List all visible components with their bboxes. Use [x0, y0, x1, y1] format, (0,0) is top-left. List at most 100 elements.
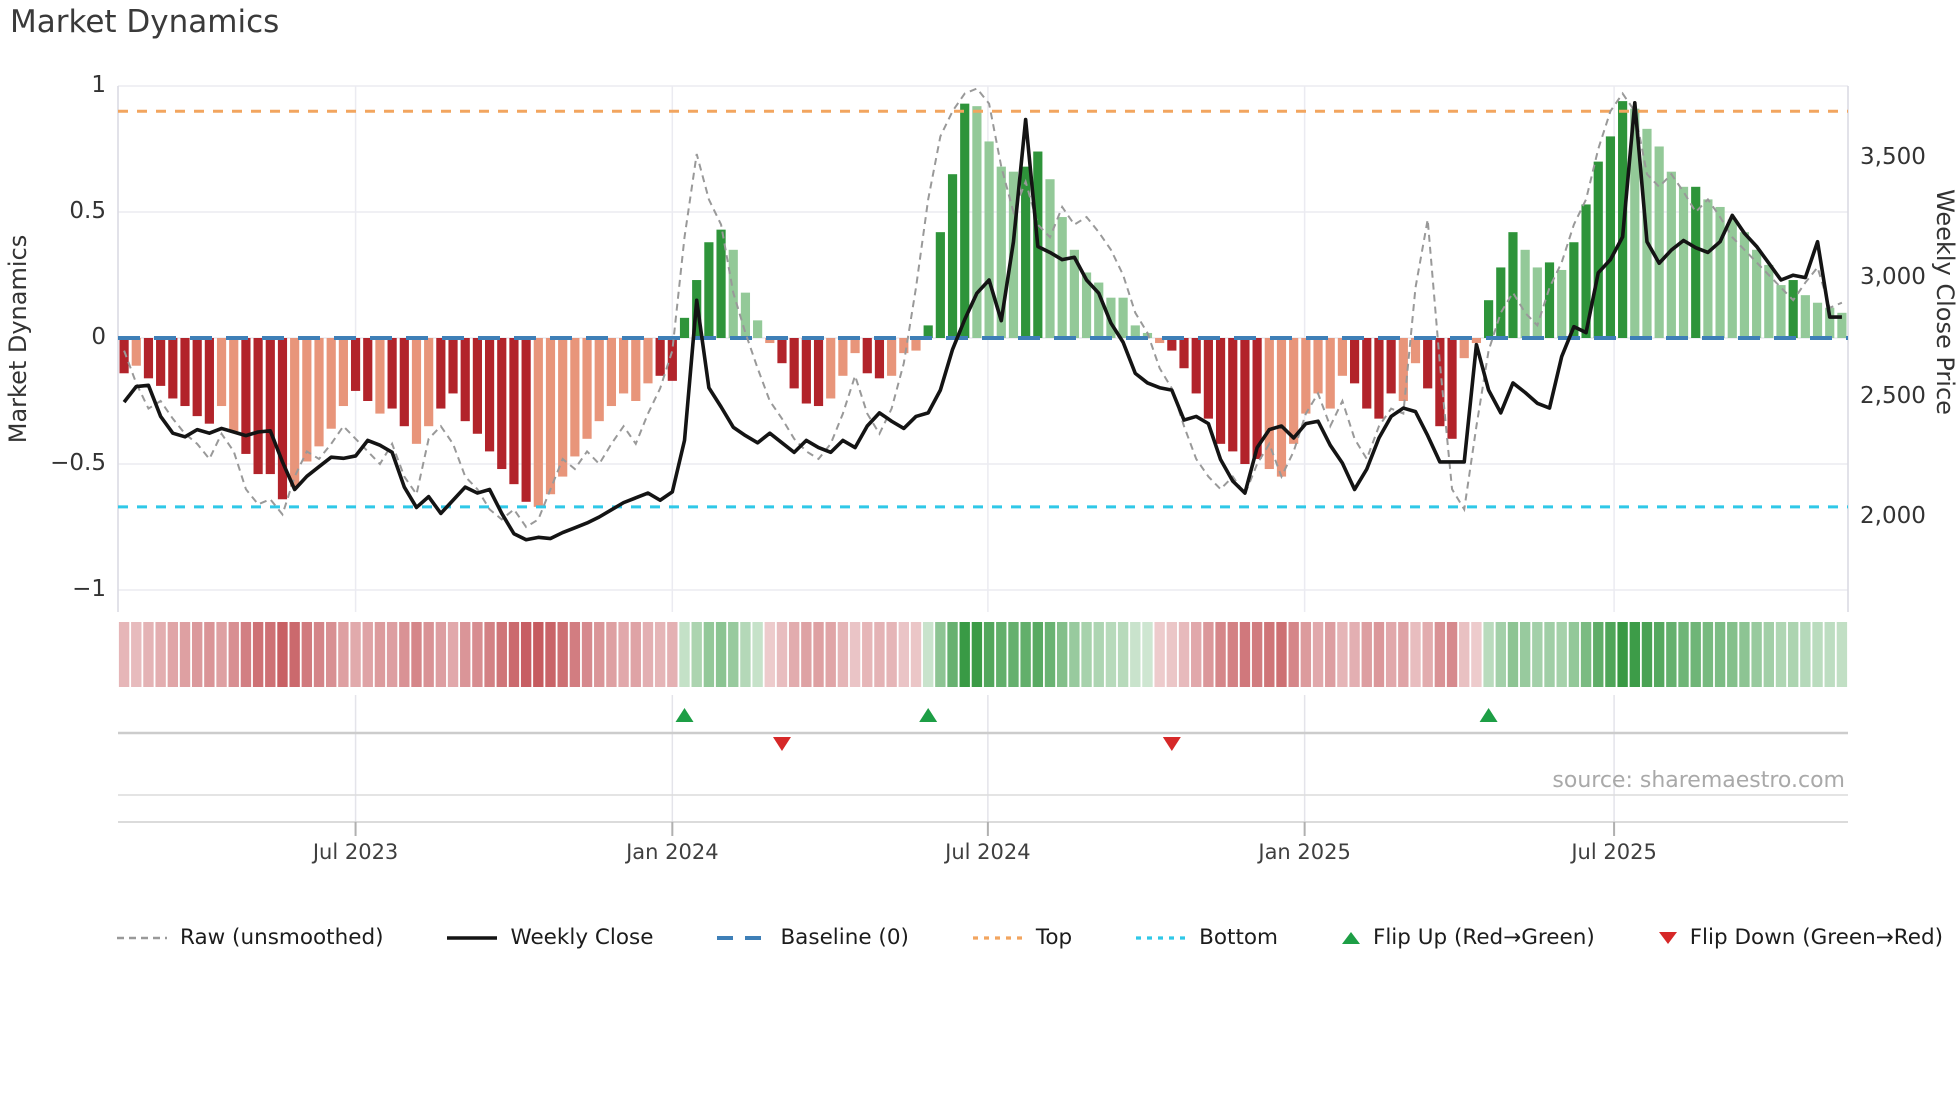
oscillator-bar: [533, 338, 543, 507]
oscillator-bar: [1752, 249, 1762, 338]
legend-item: Bottom: [1134, 925, 1278, 950]
heatmap-cell: [691, 622, 702, 687]
oscillator-bar: [1191, 338, 1201, 394]
oscillator-bar: [1398, 338, 1408, 401]
oscillator-bar: [1508, 232, 1518, 338]
oscillator-bar: [1788, 280, 1798, 338]
oscillator-bar: [1118, 297, 1128, 338]
heatmap-cell: [1385, 622, 1397, 687]
oscillator-bar: [1155, 338, 1165, 344]
oscillator-bar: [862, 338, 872, 374]
heatmap-cell: [618, 622, 629, 687]
oscillator-bar: [740, 292, 751, 338]
heatmap-cell: [179, 622, 191, 687]
line-swatch-icon: [972, 935, 1023, 940]
heatmap-cell: [1824, 622, 1835, 687]
heatmap-cell: [1056, 622, 1068, 687]
oscillator-bar: [497, 338, 507, 470]
page-title: Market Dynamics: [10, 4, 280, 40]
heatmap-cell: [910, 622, 922, 687]
oscillator-bar: [631, 338, 641, 401]
oscillator-bar: [899, 338, 909, 354]
heatmap-cell: [1775, 622, 1787, 687]
heatmap-cell: [715, 622, 727, 687]
flip-up-triangle-icon: [1341, 931, 1360, 944]
heatmap-cell: [191, 622, 203, 687]
heatmap-cell: [484, 622, 495, 687]
oscillator-bar: [1825, 307, 1835, 338]
heatmap-cell: [557, 622, 568, 687]
x-tick-label: Jul 2025: [1571, 840, 1657, 864]
line-swatch-icon: [1136, 935, 1187, 940]
heatmap-cell: [1191, 622, 1202, 687]
oscillator-bar: [1800, 295, 1810, 338]
oscillator-bar: [460, 338, 470, 422]
heatmap-cell: [788, 622, 800, 687]
heatmap-cell: [1069, 622, 1080, 687]
heatmap-cell: [971, 622, 983, 687]
oscillator-bar: [984, 141, 994, 338]
legend-item: Flip Up (Red→Green): [1340, 925, 1595, 950]
heatmap-cell: [947, 622, 958, 687]
heatmap-cell: [155, 622, 166, 687]
heatmap-cell: [1008, 622, 1019, 687]
heatmap-cell: [1227, 622, 1238, 687]
heatmap-cell: [1653, 622, 1665, 687]
heatmap-cell: [1690, 622, 1701, 687]
heatmap-cell: [764, 622, 775, 687]
oscillator-bar: [472, 338, 482, 434]
oscillator-bar: [1337, 338, 1347, 376]
heatmap-cell: [216, 622, 227, 687]
heatmap-cell: [1422, 622, 1433, 687]
heatmap-cell: [983, 622, 995, 687]
heatmap-cell: [1105, 622, 1117, 687]
x-tick-label: Jul 2024: [945, 840, 1031, 864]
oscillator-bar: [619, 338, 629, 394]
heatmap-cell: [1117, 622, 1129, 687]
oscillator-bar: [1764, 264, 1774, 338]
heatmap-cell: [776, 622, 788, 687]
heatmap-cell: [423, 622, 434, 687]
heatmap-cell: [1836, 622, 1848, 687]
y-left-tick-label: 0.5: [69, 198, 106, 224]
heatmap-cell: [1471, 622, 1482, 687]
heatmap-cell: [1337, 622, 1348, 687]
oscillator-bar: [192, 338, 202, 417]
oscillator-bar: [1691, 186, 1701, 338]
oscillator-bar: [606, 338, 617, 407]
oscillator-bar: [387, 338, 397, 409]
legend-label: Raw (unsmoothed): [180, 925, 384, 950]
oscillator-bar: [1386, 338, 1396, 394]
flip-down-marker: [1162, 737, 1181, 751]
heatmap-cell: [1300, 622, 1312, 687]
oscillator-bar: [1374, 338, 1384, 419]
heatmap-cell: [654, 622, 666, 687]
oscillator-bar: [716, 229, 726, 338]
oscillator-bar: [1252, 338, 1262, 459]
heatmap-cell: [326, 622, 337, 687]
oscillator-bar: [436, 338, 446, 409]
heatmap-cell: [874, 622, 885, 687]
oscillator-bar: [923, 325, 933, 338]
heatmap-cell: [472, 622, 483, 687]
oscillator-bar: [1021, 166, 1031, 338]
raw-line: [123, 87, 1843, 529]
heatmap-cell: [1787, 622, 1799, 687]
oscillator-bar: [655, 338, 665, 376]
heatmap-cell: [1130, 622, 1141, 687]
heatmap-cell: [1678, 622, 1689, 687]
oscillator-bar: [1520, 249, 1530, 338]
heatmap-cell: [1519, 622, 1531, 687]
heatmap-cell: [508, 622, 520, 687]
legend-item: Raw (unsmoothed): [115, 925, 383, 950]
heatmap-cell: [143, 622, 154, 687]
oscillator-bar: [667, 338, 677, 381]
heatmap-cell: [679, 622, 690, 687]
legend: Raw (unsmoothed) Weekly Close Baseline (0)…: [115, 925, 1943, 950]
oscillator-bar: [996, 166, 1006, 338]
heatmap-cell: [1312, 622, 1324, 687]
oscillator-bar: [1630, 108, 1640, 339]
heatmap-cell: [630, 622, 641, 687]
legend-label: Top: [1035, 925, 1073, 950]
flip-up-marker: [675, 708, 694, 722]
